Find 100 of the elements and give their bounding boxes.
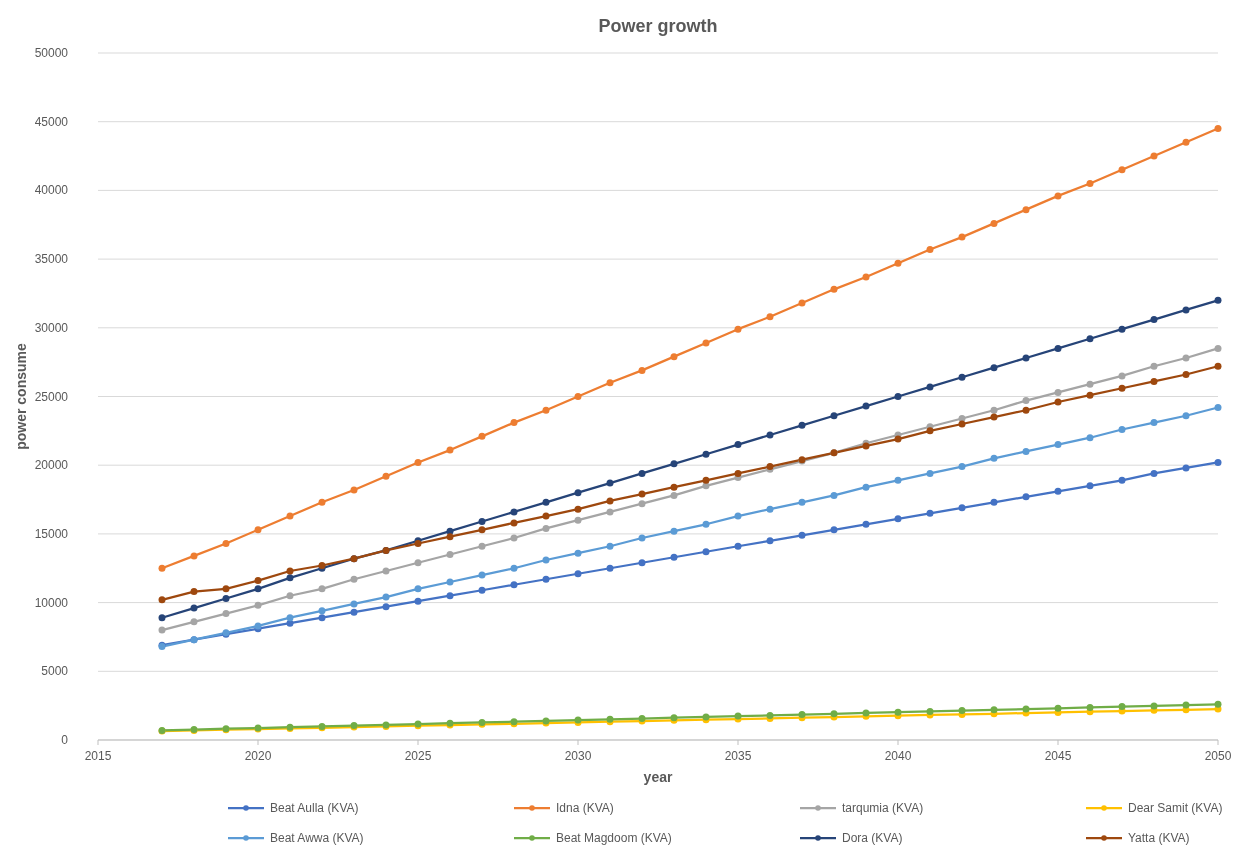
point bbox=[606, 508, 614, 516]
point bbox=[1182, 306, 1190, 314]
point bbox=[958, 233, 966, 241]
point bbox=[702, 339, 710, 347]
point bbox=[638, 500, 646, 508]
y-tick-label: 30000 bbox=[34, 320, 69, 335]
point bbox=[1022, 397, 1030, 405]
point bbox=[1054, 192, 1062, 200]
point bbox=[1118, 384, 1126, 392]
point bbox=[510, 581, 518, 589]
x-tick-label: 2045 bbox=[1044, 749, 1072, 763]
point bbox=[766, 431, 774, 439]
point bbox=[990, 413, 998, 421]
y-tick-label: 0 bbox=[61, 733, 69, 747]
point bbox=[894, 515, 902, 523]
y-tick-label: 15000 bbox=[34, 526, 69, 541]
point bbox=[830, 491, 838, 499]
point bbox=[1086, 335, 1094, 343]
point bbox=[702, 450, 710, 458]
point bbox=[958, 420, 966, 428]
point bbox=[350, 486, 358, 494]
legend-label: Idna (KVA) bbox=[556, 801, 614, 815]
point bbox=[158, 626, 166, 634]
point bbox=[958, 463, 966, 471]
point bbox=[670, 460, 678, 468]
point bbox=[414, 458, 422, 466]
point bbox=[286, 512, 294, 520]
point bbox=[414, 585, 422, 593]
legend-label: Beat Awwa (KVA) bbox=[270, 831, 364, 845]
point bbox=[1150, 316, 1158, 324]
point bbox=[1150, 419, 1158, 427]
point bbox=[1118, 166, 1126, 174]
point bbox=[510, 564, 518, 572]
point bbox=[222, 585, 230, 593]
point bbox=[158, 596, 166, 604]
point bbox=[670, 553, 678, 561]
point bbox=[1022, 354, 1030, 362]
point bbox=[1150, 377, 1158, 385]
x-tick-label: 2035 bbox=[724, 749, 752, 763]
legend-label: Dora (KVA) bbox=[842, 831, 903, 845]
point bbox=[574, 516, 582, 524]
point bbox=[542, 524, 550, 532]
point bbox=[1086, 703, 1094, 711]
point bbox=[1214, 296, 1222, 304]
point bbox=[222, 610, 230, 618]
point bbox=[510, 508, 518, 516]
point bbox=[1086, 482, 1094, 490]
point bbox=[734, 441, 742, 449]
point bbox=[638, 469, 646, 477]
point bbox=[1182, 701, 1190, 709]
point bbox=[190, 552, 198, 560]
point bbox=[1214, 362, 1222, 370]
point bbox=[894, 259, 902, 267]
point bbox=[1022, 406, 1030, 414]
point bbox=[894, 393, 902, 400]
point bbox=[318, 498, 326, 506]
point bbox=[638, 534, 646, 542]
point bbox=[478, 432, 486, 440]
point bbox=[606, 497, 614, 505]
point bbox=[574, 570, 582, 578]
point bbox=[1022, 493, 1030, 501]
point bbox=[1182, 412, 1190, 420]
x-tick-label: 2050 bbox=[1204, 749, 1232, 763]
point bbox=[926, 509, 934, 517]
y-tick-label: 50000 bbox=[34, 46, 69, 60]
point bbox=[734, 325, 742, 333]
point bbox=[190, 588, 198, 596]
point bbox=[542, 575, 550, 583]
point bbox=[734, 512, 742, 520]
point bbox=[894, 476, 902, 484]
point bbox=[862, 273, 870, 281]
point bbox=[286, 574, 294, 582]
point bbox=[382, 567, 390, 575]
point bbox=[1118, 476, 1126, 484]
point bbox=[382, 472, 390, 480]
point bbox=[1054, 704, 1062, 712]
y-tick-label: 10000 bbox=[34, 595, 69, 610]
y-tick-label: 45000 bbox=[34, 114, 69, 129]
point bbox=[702, 520, 710, 528]
point bbox=[382, 593, 390, 601]
point bbox=[606, 542, 614, 550]
point bbox=[286, 614, 294, 622]
point bbox=[606, 379, 614, 387]
point bbox=[702, 548, 710, 556]
point bbox=[478, 571, 486, 579]
point bbox=[350, 600, 358, 608]
point bbox=[158, 614, 166, 622]
point bbox=[254, 577, 262, 585]
point bbox=[542, 498, 550, 506]
legend-label: Beat Magdoom (KVA) bbox=[556, 831, 672, 845]
point bbox=[766, 313, 774, 321]
point bbox=[766, 537, 774, 545]
point bbox=[446, 592, 454, 600]
point bbox=[1022, 447, 1030, 455]
x-tick-label: 2025 bbox=[404, 749, 432, 763]
point bbox=[798, 498, 806, 506]
point bbox=[446, 533, 454, 541]
point bbox=[350, 608, 358, 616]
point bbox=[638, 559, 646, 567]
point bbox=[670, 353, 678, 361]
